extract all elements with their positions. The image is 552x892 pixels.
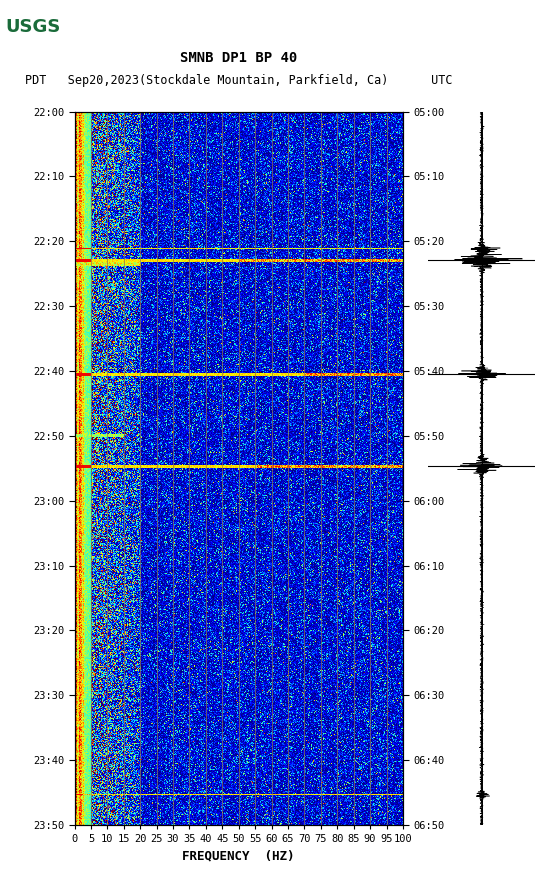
Text: PDT   Sep20,2023(Stockdale Mountain, Parkfield, Ca)      UTC: PDT Sep20,2023(Stockdale Mountain, Parkf… [25, 74, 453, 87]
X-axis label: FREQUENCY  (HZ): FREQUENCY (HZ) [183, 850, 295, 863]
Text: SMNB DP1 BP 40: SMNB DP1 BP 40 [180, 51, 298, 65]
Text: USGS: USGS [6, 18, 61, 36]
